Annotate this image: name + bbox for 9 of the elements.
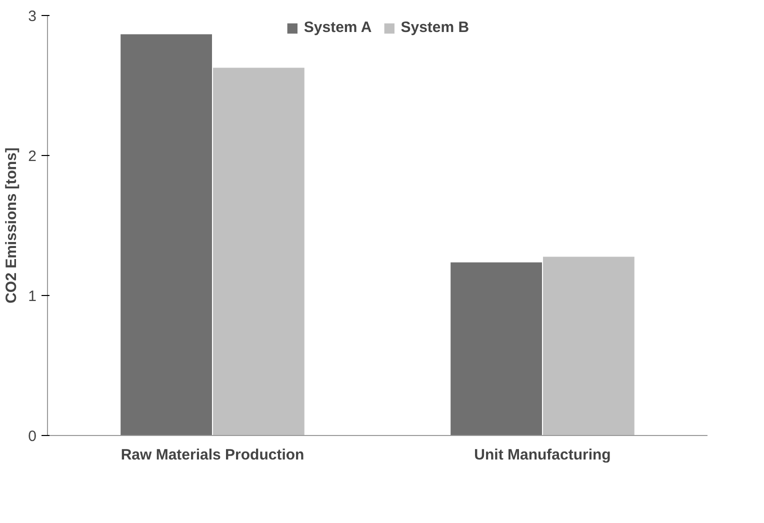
legend-label: System A bbox=[304, 19, 372, 36]
y-tick-label: 0 bbox=[28, 428, 36, 445]
y-tick-label: 3 bbox=[28, 8, 36, 25]
y-tick-label: 1 bbox=[28, 288, 36, 305]
x-tick-label: Unit Manufacturing bbox=[474, 446, 611, 464]
y-tick-label: 2 bbox=[28, 148, 36, 165]
x-tick-label: Raw Materials Production bbox=[120, 446, 304, 464]
legend-label: System B bbox=[400, 19, 470, 36]
y-axis-title: CO2 Emissions [tons] bbox=[3, 148, 20, 304]
